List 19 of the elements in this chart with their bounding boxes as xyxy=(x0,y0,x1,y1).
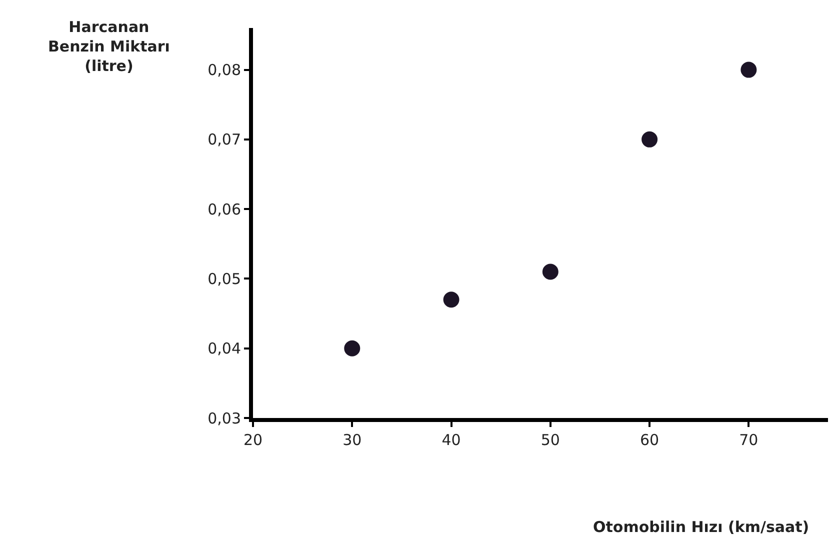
point xyxy=(343,339,362,358)
y-tick-label: 0,05 xyxy=(208,270,241,288)
y-tick-label: 0,07 xyxy=(208,130,241,149)
y-tick-label: 0,03 xyxy=(208,409,241,428)
x-tick-label: 50 xyxy=(540,431,560,449)
point xyxy=(740,60,758,79)
point xyxy=(541,262,560,281)
point xyxy=(442,290,460,309)
x-tick-label: 20 xyxy=(243,431,263,449)
y-tick-label: 0,06 xyxy=(208,200,241,218)
y-tick-label: 0,08 xyxy=(208,61,241,80)
y-tick-label: 0,04 xyxy=(208,340,241,358)
x-tick-label: 40 xyxy=(442,431,461,449)
y-axis-title: Harcanan Benzin Miktarı (litre) xyxy=(48,18,170,75)
x-tick-label: 60 xyxy=(640,431,660,449)
x-tick-label: 30 xyxy=(342,431,362,449)
x-tick-label: 70 xyxy=(739,431,758,449)
x-axis-title: Otomobilin Hızı (km/saat) xyxy=(593,518,810,536)
point xyxy=(640,130,659,148)
